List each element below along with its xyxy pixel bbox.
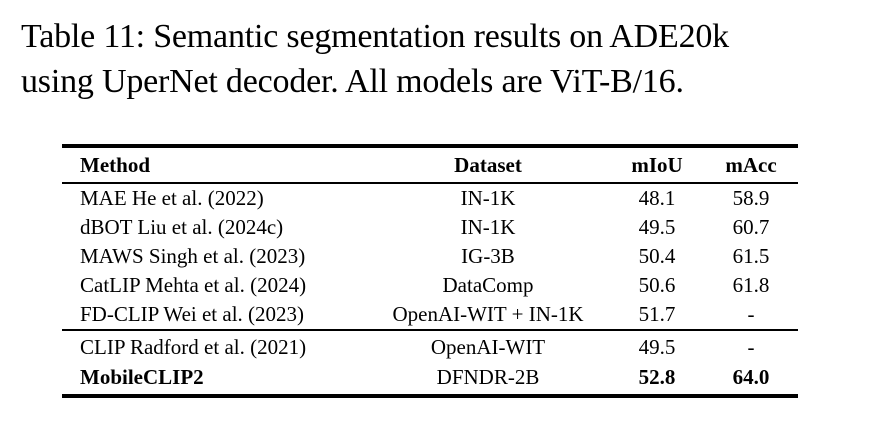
section-divider-rule — [62, 329, 798, 331]
cell-macc: 60.7 — [732, 215, 770, 239]
cell-method: MobileCLIP2 — [80, 364, 204, 389]
table-body-group-2: CLIP Radford et al. (2021) OpenAI-WIT 49… — [62, 331, 798, 394]
cell-miou: 49.5 — [638, 215, 676, 239]
table-header-row: Method Dataset mIoU mAcc — [62, 148, 798, 182]
table-body-group-1: MAE He et al. (2022) IN-1K 48.1 58.9 dBO… — [62, 184, 798, 329]
col-header-dataset: Dataset — [454, 152, 522, 177]
cell-macc: 64.0 — [732, 364, 770, 389]
cell-dataset: DFNDR-2B — [436, 364, 540, 389]
cell-miou: 51.7 — [638, 302, 676, 326]
cell-miou: 50.6 — [638, 273, 676, 297]
cell-method: dBOT Liu et al. (2024c) — [80, 215, 284, 239]
table-caption: Table 11: Semantic segmentation results … — [21, 14, 866, 104]
cell-method: FD-CLIP Wei et al. (2023) — [80, 302, 305, 326]
header-divider-rule — [62, 182, 798, 184]
cell-macc: 58.9 — [732, 186, 770, 210]
table-row: MAE He et al. (2022) IN-1K 48.1 58.9 — [62, 184, 798, 213]
table-row: MAWS Singh et al. (2023) IG-3B 50.4 61.5 — [62, 242, 798, 271]
table-row: CLIP Radford et al. (2021) OpenAI-WIT 49… — [62, 332, 798, 362]
cell-dataset: OpenAI-WIT — [430, 334, 546, 359]
cell-macc: 61.8 — [732, 273, 770, 297]
cell-miou: 49.5 — [638, 334, 676, 359]
table-row: dBOT Liu et al. (2024c) IN-1K 49.5 60.7 — [62, 213, 798, 242]
cell-miou: 50.4 — [638, 244, 676, 268]
cell-macc: - — [747, 334, 755, 359]
cell-dataset: IN-1K — [460, 186, 516, 210]
table-top-rule — [62, 144, 798, 148]
cell-method: MAE He et al. (2022) — [80, 186, 264, 210]
cell-miou: 52.8 — [638, 364, 676, 389]
cell-miou: 48.1 — [638, 186, 676, 210]
cell-dataset: DataComp — [442, 273, 534, 297]
results-table: Method Dataset mIoU mAcc MAE He et al. (… — [62, 144, 798, 398]
table-bottom-rule — [62, 394, 798, 398]
cell-macc: 61.5 — [732, 244, 770, 268]
cell-dataset: IN-1K — [460, 215, 516, 239]
caption-line-2: using UperNet decoder. All models are Vi… — [21, 63, 684, 100]
caption-line-1: Table 11: Semantic segmentation results … — [21, 18, 729, 55]
table-row: CatLIP Mehta et al. (2024) DataComp 50.6… — [62, 271, 798, 300]
table-row-mobileclip2: MobileCLIP2 DFNDR-2B 52.8 64.0 — [62, 362, 798, 392]
cell-dataset: IG-3B — [461, 244, 515, 268]
cell-macc: - — [747, 302, 755, 326]
cell-method: MAWS Singh et al. (2023) — [80, 244, 306, 268]
cell-dataset: OpenAI-WIT + IN-1K — [392, 302, 584, 326]
cell-method: CLIP Radford et al. (2021) — [80, 334, 307, 359]
col-header-miou: mIoU — [631, 152, 683, 177]
col-header-method: Method — [80, 152, 150, 177]
col-header-macc: mAcc — [725, 152, 777, 177]
table-row: FD-CLIP Wei et al. (2023) OpenAI-WIT + I… — [62, 300, 798, 329]
cell-method: CatLIP Mehta et al. (2024) — [80, 273, 307, 297]
